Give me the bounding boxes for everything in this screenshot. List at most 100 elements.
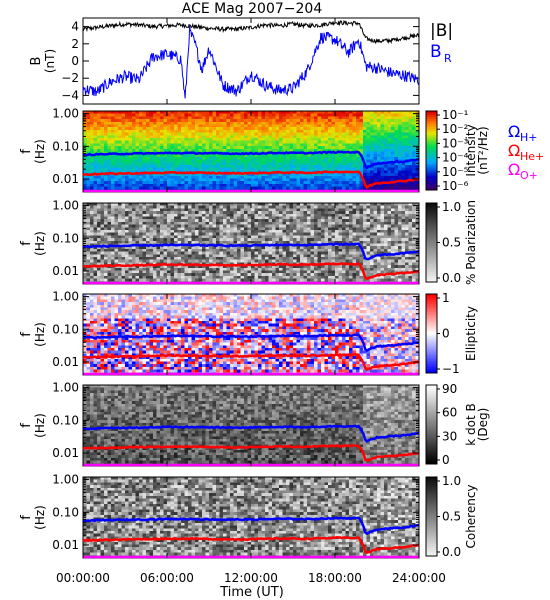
y-tick-label: −4 xyxy=(61,88,79,102)
y-axis-unit-hz: (Hz) xyxy=(33,322,47,347)
colorbar xyxy=(426,477,437,557)
colorbar xyxy=(426,111,437,191)
colorbar-tick-label: 1 xyxy=(442,291,450,305)
gyrofrequency-legend: Ω H+Ω He+Ω O+ xyxy=(508,122,544,182)
spectrogram-cells xyxy=(83,294,420,376)
y-tick-label: 1.00 xyxy=(52,290,79,304)
colorbar-title: Ellipticity xyxy=(464,306,478,361)
colorbar-tick-label: 30 xyxy=(442,429,457,443)
colorbar-tick-label: 10⁻⁶ xyxy=(442,179,469,193)
y-axis-label-f: f xyxy=(19,241,34,246)
colorbar-title: % Polarization xyxy=(464,200,478,285)
y-tick-label: 0 xyxy=(71,54,79,68)
colorbar-tick-label: 60 xyxy=(442,406,457,420)
colorbar-title: k dot B xyxy=(464,403,478,445)
legend-b-radial: B xyxy=(430,42,442,62)
gyrofrequency-h-line xyxy=(82,242,420,261)
panel-frame xyxy=(82,17,420,105)
gyrofrequency-h-line xyxy=(83,150,420,170)
gyrofrequency-h-line xyxy=(82,333,420,353)
y-tick-label: 0.10 xyxy=(52,505,79,519)
colorbar-tick-label: 10⁻⁴ xyxy=(442,151,469,165)
figure-title: ACE Mag 2007−204 xyxy=(182,1,323,17)
colorbar-unit: (Deg) xyxy=(476,408,490,442)
colorbar xyxy=(426,203,437,283)
legend-symbol-O: Ω xyxy=(508,160,520,179)
spectrogram-cells xyxy=(83,385,420,467)
colorbar-tick-label: 0.0 xyxy=(442,545,461,559)
colorbar xyxy=(426,385,437,465)
y-tick-label: 0.10 xyxy=(52,322,79,336)
colorbar-tick-label: 10⁻³ xyxy=(442,136,469,150)
x-tick-label: 00:00:00 xyxy=(56,571,110,585)
colorbar-tick-label: 0.5 xyxy=(442,510,461,524)
colorbar-frame xyxy=(425,110,438,191)
y-tick-label: 0.10 xyxy=(52,139,79,153)
y-axis-label-b: B xyxy=(29,57,44,66)
y-axis-label-f: f xyxy=(19,332,34,337)
colorbar-tick-label: 0.0 xyxy=(442,271,461,285)
colorbar-tick-label: 0 xyxy=(442,327,450,341)
y-tick-label: −2 xyxy=(61,71,79,85)
spectrogram-cells xyxy=(83,111,420,193)
legend-subscript-He: He+ xyxy=(520,150,544,163)
colorbar-tick-label: −1 xyxy=(442,362,460,376)
spectrogram-cells xyxy=(83,203,420,285)
panel-intensity: 1.00 0.10 0.01 f (Hz) 10⁻¹10⁻²10⁻³10⁻⁴10⁻⁵10⁻… xyxy=(19,107,490,193)
y-axis-unit-hz: (Hz) xyxy=(33,231,47,256)
y-axis-unit-hz: (Hz) xyxy=(33,505,47,530)
legend-b-magnitude: |B| xyxy=(430,21,453,41)
gyrofrequency-he-line xyxy=(82,352,420,371)
colorbar-tick-label: 0 xyxy=(442,453,450,467)
gyrofrequency-he-line xyxy=(82,536,420,555)
colorbar-unit: (nT²/Hz) xyxy=(476,126,490,174)
colorbar-title: Coherency xyxy=(464,484,478,548)
panel-k-dot-b: 1.00 0.10 0.01 f (Hz) 90 60 30 0 k dot B(Deg) xyxy=(19,381,490,467)
colorbar-title: Intensity xyxy=(464,124,478,176)
legend-subscript-O: O+ xyxy=(520,169,538,182)
y-tick-label: 1.00 xyxy=(52,107,79,121)
spectrogram-cells xyxy=(83,477,420,559)
series-line-b-radial xyxy=(82,25,420,99)
x-tick-label: 18:00:00 xyxy=(308,571,362,585)
legend-b-radial-subscript: R xyxy=(444,52,452,65)
y-tick-label: 2 xyxy=(71,37,79,51)
x-tick-label: 24:00:00 xyxy=(392,571,446,585)
legend-symbol-He: Ω xyxy=(508,141,520,160)
gyrofrequency-h-line xyxy=(82,424,420,443)
colorbar-tick-label: 0.5 xyxy=(442,236,461,250)
colorbar-frame xyxy=(425,384,438,465)
colorbar-tick-label: 90 xyxy=(442,382,457,396)
colorbar-tick-label: 10⁻¹ xyxy=(442,108,469,122)
y-axis-unit-b: (nT) xyxy=(43,49,57,73)
y-tick-label: 0.01 xyxy=(52,355,79,369)
colorbar-tick-label: 10⁻⁵ xyxy=(442,165,469,179)
y-tick-label: 0.01 xyxy=(52,538,79,552)
legend-subscript-H: H+ xyxy=(520,131,538,144)
x-tick-label: 12:00:00 xyxy=(224,571,278,585)
x-tick-label: 06:00:00 xyxy=(140,571,194,585)
colorbar-tick-label: 10⁻² xyxy=(442,122,469,136)
x-axis-label: Time (UT) xyxy=(219,585,284,600)
gyrofrequency-he-line xyxy=(82,444,420,462)
y-axis-label-f: f xyxy=(19,515,34,520)
y-tick-label: 0.01 xyxy=(52,172,79,186)
series-line-b-magnitude xyxy=(82,19,420,45)
colorbar-tick-label: 1.0 xyxy=(442,474,461,488)
y-tick-label: 1.00 xyxy=(52,199,79,213)
y-axis-unit-hz: (Hz) xyxy=(33,139,47,164)
y-tick-label: 0.10 xyxy=(52,231,79,245)
y-axis-label-f: f xyxy=(19,149,34,154)
gyrofrequency-he-line xyxy=(82,261,420,281)
panel-magnetic-field: 420−2−4B (nT)|B|B R xyxy=(29,17,453,105)
y-axis-unit-hz: (Hz) xyxy=(33,413,47,438)
y-tick-label: 1.00 xyxy=(52,473,79,487)
colorbar-tick-label: 1.0 xyxy=(442,200,461,214)
y-tick-label: 0.10 xyxy=(52,413,79,427)
y-axis-label-f: f xyxy=(19,423,34,428)
gyrofrequency-he-line xyxy=(82,170,420,190)
legend-symbol-H: Ω xyxy=(508,122,520,141)
panel-ellipticity: 1.00 0.10 0.01 f (Hz) 1 0 −1 Ellipticity xyxy=(19,290,478,376)
y-tick-label: 1.00 xyxy=(52,381,79,395)
